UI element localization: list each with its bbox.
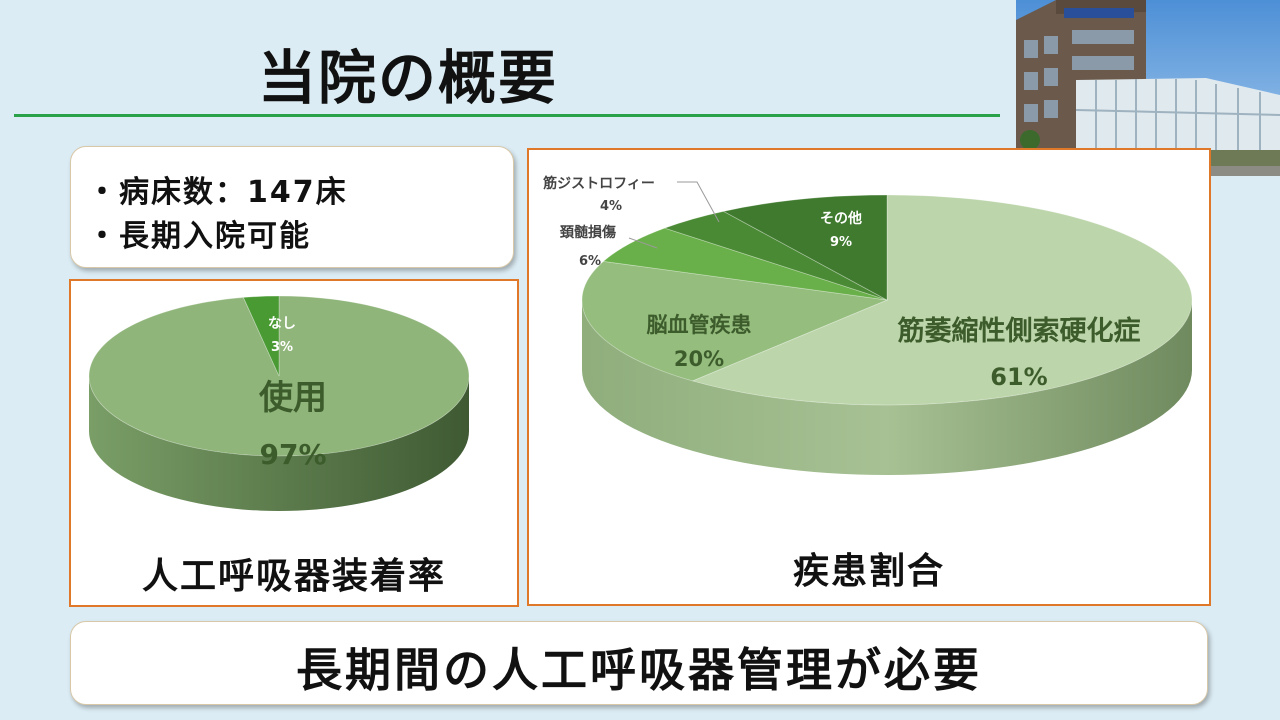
dis-slice-3 [663, 210, 888, 301]
vent-side [89, 376, 469, 511]
ventilator-chart-frame: なし 3% 使用 97% 人工呼吸器装着率 [69, 279, 519, 607]
dis-slice-0 [691, 194, 1193, 406]
info-box: ・病床数：147床 ・長期入院可能 [70, 146, 514, 268]
disease-pie [581, 194, 1193, 475]
conclusion-text: 長期間の人工呼吸器管理が必要 [296, 643, 982, 697]
vent-slice-0 [88, 295, 470, 457]
conclusion-box: 長期間の人工呼吸器管理が必要 [70, 621, 1208, 705]
vent-pct-nashi: 3% [271, 340, 293, 355]
dis-side [582, 300, 1192, 475]
dis-pct-cerebro: 20% [674, 347, 724, 371]
dis-label-als: 筋萎縮性側索硬化症 [898, 315, 1141, 347]
dis-label-other: その他 [820, 210, 862, 227]
dis-label-muscular: 筋ジストロフィー [543, 175, 655, 192]
ventilator-chart-label: 人工呼吸器装着率 [141, 556, 446, 597]
page-title: 当院の概要 [258, 44, 559, 112]
dis-pct-als: 61% [990, 363, 1047, 391]
vent-pct-shiyo: 97% [259, 438, 326, 471]
dis-slice-4 [722, 194, 888, 301]
title-underline [14, 114, 1000, 117]
vent-label-shiyo: 使用 [258, 378, 327, 418]
dis-label-cervical: 頚髄損傷 [559, 224, 616, 241]
vent-slice-1 [242, 295, 280, 377]
disease-chart-label: 疾患割合 [792, 551, 945, 592]
dis-pct-other: 9% [830, 235, 852, 250]
dis-label-cerebro: 脳血管疾患 [647, 313, 752, 337]
long-stay-text: ・長期入院可能 [87, 219, 311, 254]
ventilator-pie [88, 295, 470, 511]
disease-chart-frame: 筋ジストロフィー 4% 頚髄損傷 6% その他 9% 脳血管疾患 20% 筋萎縮… [527, 148, 1211, 606]
bed-count-text: ・病床数：147床 [87, 175, 348, 210]
dis-slice-1 [581, 260, 889, 382]
dis-slice-2 [602, 227, 888, 301]
dis-pct-cervical: 6% [579, 254, 601, 269]
dis-pct-muscular: 4% [600, 199, 622, 214]
vent-label-nashi: なし [268, 316, 296, 332]
